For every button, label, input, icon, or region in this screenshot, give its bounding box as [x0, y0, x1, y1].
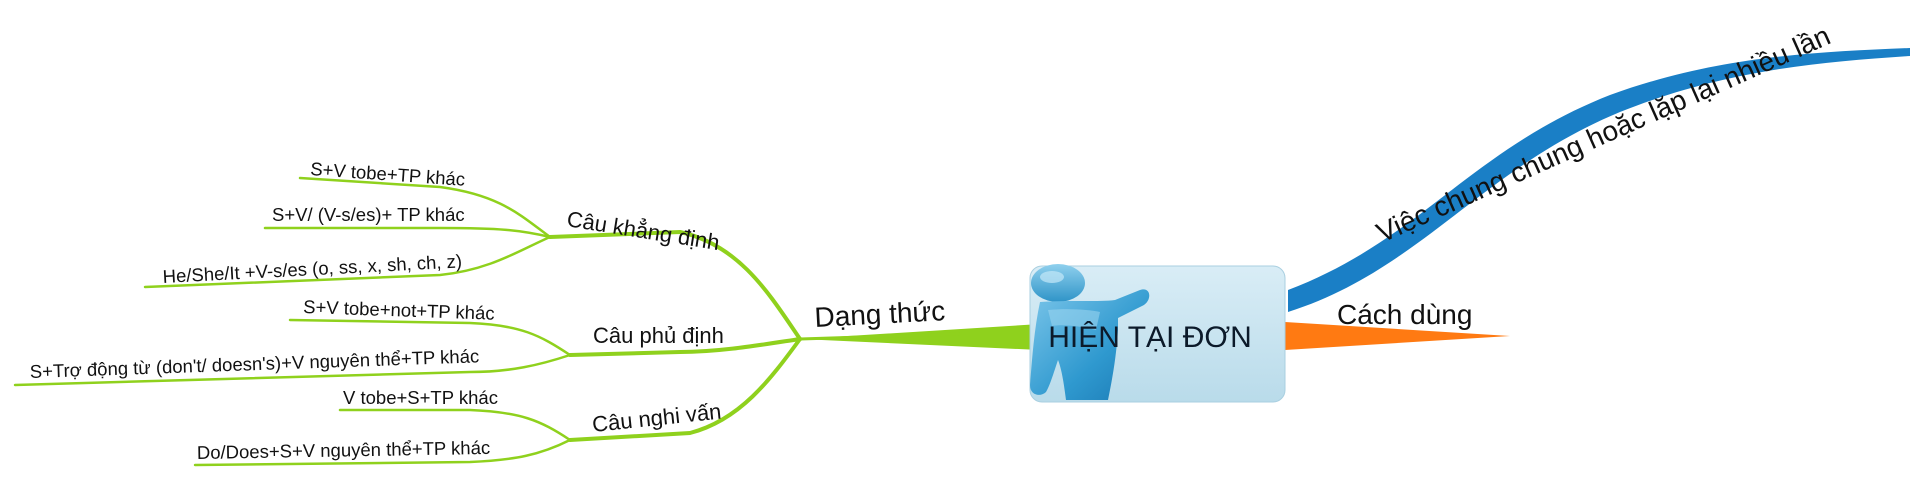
- branch-underline-form: [799, 332, 961, 341]
- branch-label-form[interactable]: Dạng thức: [814, 295, 946, 333]
- leaf-affirmative-3[interactable]: He/She/It +V-s/es (o, ss, x, sh, ch, z): [162, 250, 462, 287]
- leaf-question-2[interactable]: Do/Does+S+V nguyên thể+TP khác: [197, 437, 491, 463]
- presenter-figure-icon: [1030, 264, 1150, 400]
- branch-label-usage[interactable]: Cách dùng: [1337, 299, 1472, 330]
- leaf-affirmative-1[interactable]: S+V tobe+TP khác: [310, 158, 466, 190]
- leaf-question-1[interactable]: V tobe+S+TP khác: [343, 387, 498, 408]
- branch-label-usage-case[interactable]: Việc chung chung hoặc lặp lại nhiều lần: [1372, 20, 1835, 249]
- leaf-lines: [13, 176, 572, 467]
- branch-line-usage: [1285, 322, 1510, 350]
- leaf-affirmative-2[interactable]: S+V/ (V-s/es)+ TP khác: [272, 204, 465, 225]
- sub-label-affirmative[interactable]: Câu khẳng định: [565, 206, 721, 255]
- sub-label-negative[interactable]: Câu phủ định: [593, 323, 724, 348]
- sub-branch-lines: [548, 229, 802, 442]
- branch-line-form: [800, 324, 1040, 350]
- central-topic[interactable]: HIỆN TẠI ĐƠN: [1029, 264, 1286, 403]
- branch-line-usage-case: [1288, 48, 1910, 312]
- leaf-negative-2[interactable]: S+Trợ động từ (don't/ doesn's)+V nguyên …: [29, 345, 479, 382]
- central-topic-title: HIỆN TẠI ĐƠN: [1048, 321, 1252, 354]
- sub-label-question[interactable]: Câu nghi vấn: [591, 399, 723, 437]
